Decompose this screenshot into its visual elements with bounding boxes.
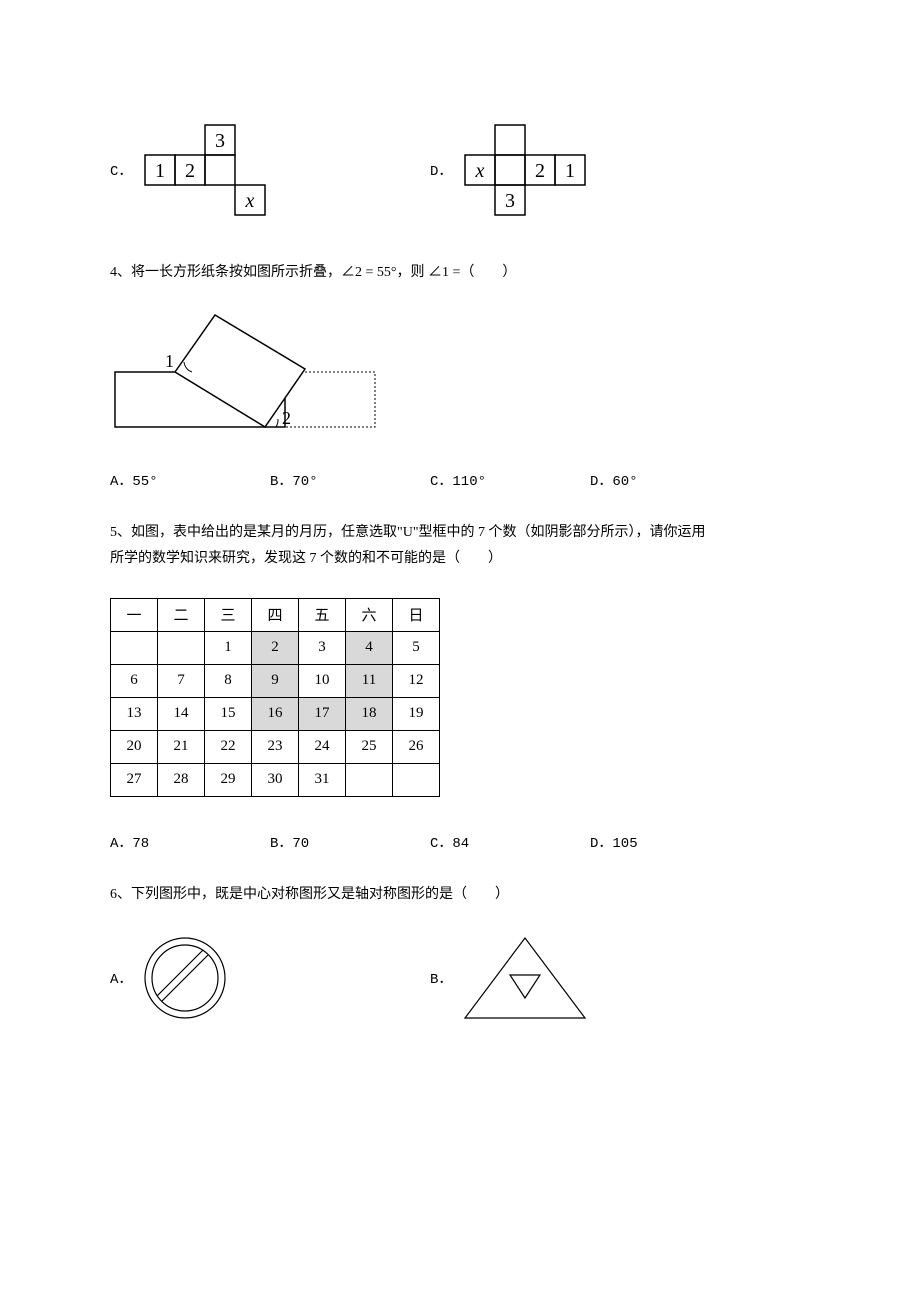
q5-options: A．78 B．70 C．84 D．105 — [110, 832, 810, 852]
cal-h2: 三 — [205, 598, 252, 631]
svg-text:x: x — [475, 160, 485, 182]
cal-r0c3: 2 — [252, 631, 299, 664]
cal-r2c0: 13 — [111, 697, 158, 730]
cal-r0c4: 3 — [299, 631, 346, 664]
q5-text-line2: 所学的数学知识来研究，发现这 7 个数的和不可能的是（ ） — [110, 551, 502, 566]
cal-r3c0: 20 — [111, 730, 158, 763]
cal-r3c2: 22 — [205, 730, 252, 763]
q6-text: 6、下列图形中，既是中心对称图形又是轴对称图形的是（ ） — [110, 882, 810, 909]
cal-r3c4: 24 — [299, 730, 346, 763]
q6-shapeB-diagram — [460, 933, 590, 1023]
cal-r4c5 — [346, 763, 393, 796]
q3-options-row: C． 1 2 3 x D． — [110, 120, 810, 220]
svg-text:3: 3 — [215, 130, 225, 152]
q4-optC: C．110° — [430, 470, 590, 490]
q6-shapeA-diagram — [140, 933, 230, 1023]
q5-optB: B．70 — [270, 832, 430, 852]
q4-optA: A．55° — [110, 470, 270, 490]
svg-text:1: 1 — [155, 160, 165, 182]
cal-r4c6 — [393, 763, 440, 796]
cal-r1c4: 10 — [299, 664, 346, 697]
q5-calendar: 一 二 三 四 五 六 日 1 2 3 4 5 6 7 8 9 10 11 12… — [110, 598, 440, 797]
cal-h1: 二 — [158, 598, 205, 631]
cal-r2c2: 15 — [205, 697, 252, 730]
q5-text: 5、如图，表中给出的是某月的月历，任意选取"U"型框中的 7 个数（如阴影部分所… — [110, 520, 810, 573]
q3-optC-label: C． — [110, 160, 132, 180]
cal-r2c5: 18 — [346, 697, 393, 730]
q6-options-row: A． B． — [110, 933, 810, 1023]
cal-r2c3: 16 — [252, 697, 299, 730]
q4-text: 4、将一长方形纸条按如图所示折叠，∠2 = 55°，则 ∠1 =（ ） — [110, 260, 810, 287]
cal-r0c1 — [158, 631, 205, 664]
cal-r2c1: 14 — [158, 697, 205, 730]
cal-r4c2: 29 — [205, 763, 252, 796]
q6-optA-label: A． — [110, 968, 132, 988]
cal-r3c1: 21 — [158, 730, 205, 763]
cal-r1c0: 6 — [111, 664, 158, 697]
cal-r4c3: 30 — [252, 763, 299, 796]
q3-netD-diagram: x 2 1 3 — [460, 120, 590, 220]
cal-h5: 六 — [346, 598, 393, 631]
cal-r1c1: 7 — [158, 664, 205, 697]
cal-r0c5: 4 — [346, 631, 393, 664]
q4-optD: D．60° — [590, 470, 638, 490]
cal-h4: 五 — [299, 598, 346, 631]
svg-text:1: 1 — [165, 351, 174, 371]
q4-optB: B．70° — [270, 470, 430, 490]
svg-text:3: 3 — [505, 190, 515, 212]
cal-r0c6: 5 — [393, 631, 440, 664]
svg-text:2: 2 — [282, 408, 291, 428]
cal-h6: 日 — [393, 598, 440, 631]
cal-r4c4: 31 — [299, 763, 346, 796]
cal-r1c2: 8 — [205, 664, 252, 697]
cal-r0c0 — [111, 631, 158, 664]
cal-r0c2: 1 — [205, 631, 252, 664]
cal-r1c3: 9 — [252, 664, 299, 697]
cal-h0: 一 — [111, 598, 158, 631]
cal-r4c1: 28 — [158, 763, 205, 796]
cal-r3c3: 23 — [252, 730, 299, 763]
q5-optA: A．78 — [110, 832, 270, 852]
q6-optB-label: B． — [430, 968, 452, 988]
q5-optC: C．84 — [430, 832, 590, 852]
q5-text-line1: 5、如图，表中给出的是某月的月历，任意选取"U"型框中的 7 个数（如阴影部分所… — [110, 525, 706, 540]
svg-text:1: 1 — [565, 160, 575, 182]
cal-r1c6: 12 — [393, 664, 440, 697]
svg-text:2: 2 — [535, 160, 545, 182]
svg-text:2: 2 — [185, 160, 195, 182]
q5-optD: D．105 — [590, 832, 638, 852]
svg-text:x: x — [245, 190, 255, 212]
cal-r1c5: 11 — [346, 664, 393, 697]
q4-options: A．55° B．70° C．110° D．60° — [110, 470, 810, 490]
q3-netC-diagram: 1 2 3 x — [140, 120, 270, 220]
cal-r4c0: 27 — [111, 763, 158, 796]
cal-h3: 四 — [252, 598, 299, 631]
q3-optD-label: D． — [430, 160, 452, 180]
cal-r3c5: 25 — [346, 730, 393, 763]
q4-fold-diagram: 1 2 — [110, 312, 380, 452]
cal-r3c6: 26 — [393, 730, 440, 763]
cal-r2c4: 17 — [299, 697, 346, 730]
cal-r2c6: 19 — [393, 697, 440, 730]
